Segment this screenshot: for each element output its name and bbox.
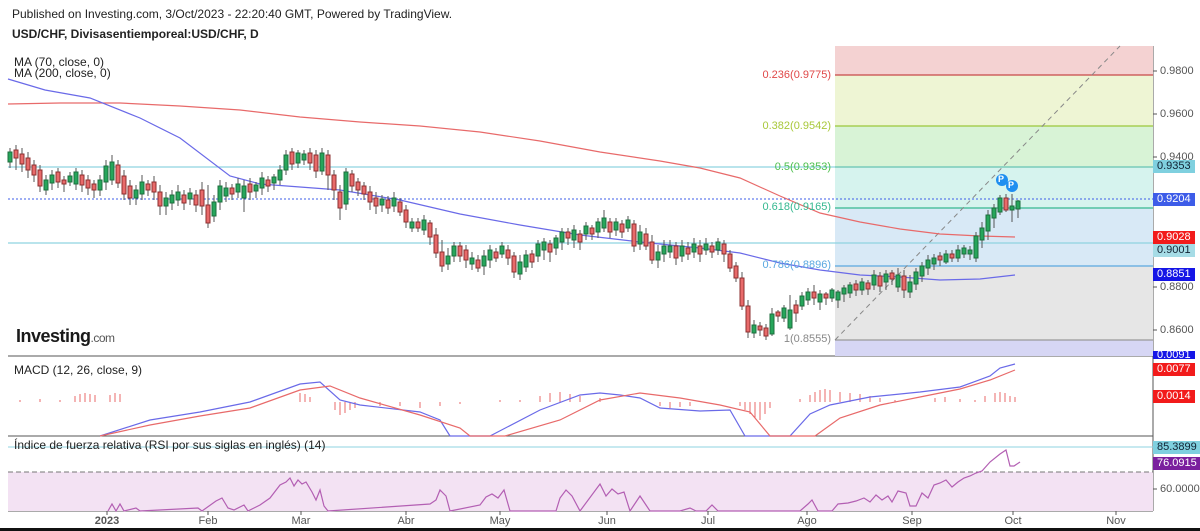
ma70-legend[interactable]: MA (70, close, 0) [14, 55, 105, 69]
rsi-legend[interactable]: Índice de fuerza relativa (RSI por sus s… [14, 438, 326, 452]
bottom-border [0, 528, 1200, 531]
x-tick: Nov [1106, 515, 1126, 527]
tag-last-price: 0.9204 [1153, 193, 1195, 206]
x-tick: 2023 [94, 515, 120, 527]
pivot-marker-1[interactable]: P [998, 174, 1005, 184]
fib-label-0786: 0.786(0.8896) [762, 259, 832, 271]
fib-label-0618: 0.618(0.9165) [762, 201, 832, 213]
macd-line [99, 363, 1016, 437]
fib-label-0236: 0.236(0.9775) [762, 69, 832, 81]
tag-ma200: 0.9028 [1153, 231, 1195, 244]
rsi-tick: 60.0000 [1160, 483, 1200, 495]
signal-line [99, 369, 1016, 437]
x-tick: Jun [598, 515, 616, 527]
x-tick: Feb [198, 515, 218, 527]
rsi-band [8, 472, 1153, 511]
ma200-line [7, 102, 1016, 238]
x-tick: Mar [291, 515, 311, 527]
tag-level: 0.9001 [1153, 244, 1195, 257]
published-note: Published on Investing.com, 3/Oct/2023 -… [12, 7, 453, 21]
fibonacci-retracement[interactable] [834, 45, 1153, 356]
pivot-markers[interactable] [996, 174, 1018, 192]
ma200-legend[interactable]: MA (200, close, 0) [14, 66, 111, 80]
investing-logo: Investing.com [16, 326, 115, 346]
x-tick: Jul [700, 515, 716, 527]
x-tick: Oct [1004, 515, 1022, 527]
tag-histogram: 0.0014 [1153, 390, 1195, 403]
tag-signal: 0.0077 [1153, 363, 1195, 376]
fib-label-05: 0.5(0.9353) [774, 161, 831, 173]
symbol-title: USD/CHF, Divisasentiemporeal:USD/CHF, D [12, 27, 259, 41]
macd-histogram [19, 389, 1016, 420]
macd-legend[interactable]: MACD (12, 26, close, 9) [14, 363, 143, 377]
price-tick: 0.8600 [1160, 324, 1194, 336]
price-tick: 0.8800 [1160, 281, 1194, 293]
x-tick: Ago [797, 515, 817, 527]
price-candles [7, 145, 1021, 340]
x-tick: Sep [902, 515, 922, 527]
tag-rsi: 76.0915 [1153, 457, 1200, 470]
tag-fib-05: 0.9353 [1153, 160, 1195, 173]
rsi-line [107, 449, 1021, 513]
fib-label-0382: 0.382(0.9542) [762, 120, 832, 132]
pivot-marker-2[interactable]: P [1008, 180, 1015, 190]
price-tick: 0.9800 [1160, 65, 1194, 77]
x-tick: Abr [397, 515, 415, 527]
tag-rsi-upper: 85.3899 [1153, 441, 1200, 454]
fib-label-1: 1(0.8555) [783, 333, 831, 345]
price-tick: 0.9600 [1160, 108, 1194, 120]
x-tick: May [489, 515, 511, 527]
tag-macd: 0.0091 [1153, 351, 1195, 359]
tag-ma70: 0.8851 [1153, 268, 1195, 281]
